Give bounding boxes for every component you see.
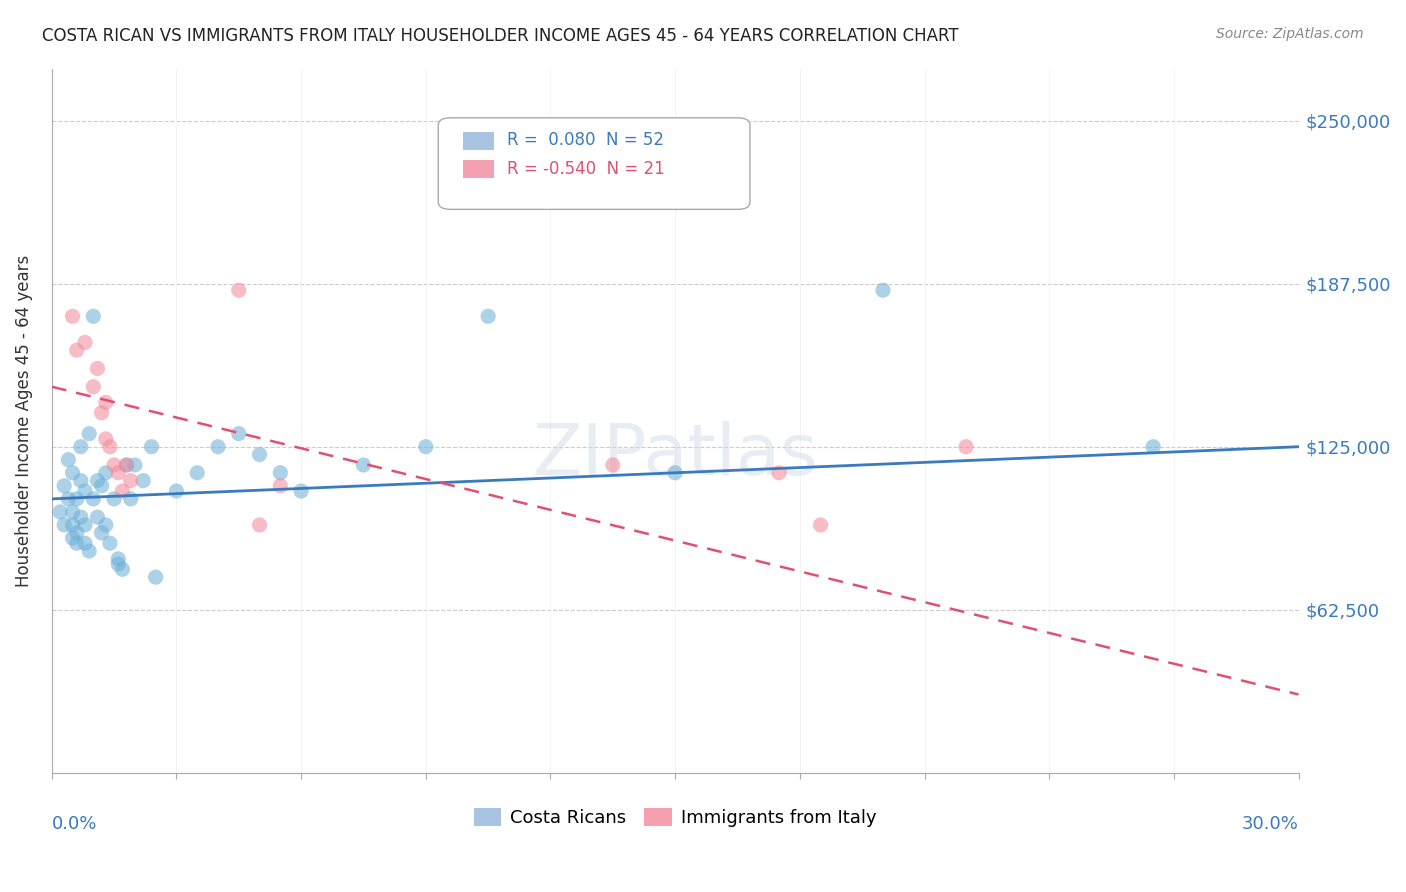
Point	[269, 466, 291, 480]
Point	[53, 518, 76, 533]
Point	[165, 484, 187, 499]
Point	[249, 518, 271, 533]
Point	[66, 525, 89, 540]
Point	[86, 510, 108, 524]
Point	[132, 474, 155, 488]
Point	[77, 426, 100, 441]
Point	[73, 335, 96, 350]
FancyBboxPatch shape	[439, 118, 749, 210]
Text: 0.0%: 0.0%	[52, 815, 97, 833]
Point	[141, 440, 163, 454]
Point	[353, 458, 375, 472]
Point	[86, 474, 108, 488]
Y-axis label: Householder Income Ages 45 - 64 years: Householder Income Ages 45 - 64 years	[15, 254, 32, 587]
Point	[120, 474, 142, 488]
Point	[62, 531, 84, 545]
Point	[77, 544, 100, 558]
Point	[94, 466, 117, 480]
Point	[111, 484, 134, 499]
Point	[66, 343, 89, 358]
Point	[62, 310, 84, 324]
Point	[82, 380, 104, 394]
Point	[111, 562, 134, 576]
Point	[69, 440, 91, 454]
Point	[90, 525, 112, 540]
Point	[62, 518, 84, 533]
Text: 30.0%: 30.0%	[1241, 815, 1299, 833]
Text: ZIPatlas: ZIPatlas	[533, 421, 818, 491]
Point	[207, 440, 229, 454]
Point	[1142, 440, 1164, 454]
Point	[82, 310, 104, 324]
Text: Source: ZipAtlas.com: Source: ZipAtlas.com	[1216, 27, 1364, 41]
Point	[186, 466, 208, 480]
Point	[86, 361, 108, 376]
Point	[94, 518, 117, 533]
Point	[107, 466, 129, 480]
Point	[602, 458, 624, 472]
Point	[58, 452, 80, 467]
Point	[73, 518, 96, 533]
Point	[120, 491, 142, 506]
Point	[69, 510, 91, 524]
Point	[69, 474, 91, 488]
Text: R =  0.080  N = 52: R = 0.080 N = 52	[506, 131, 664, 149]
Point	[53, 479, 76, 493]
Point	[872, 283, 894, 297]
Point	[124, 458, 146, 472]
Bar	[463, 160, 495, 178]
Point	[768, 466, 790, 480]
Point	[107, 557, 129, 571]
Point	[94, 432, 117, 446]
Text: COSTA RICAN VS IMMIGRANTS FROM ITALY HOUSEHOLDER INCOME AGES 45 - 64 YEARS CORRE: COSTA RICAN VS IMMIGRANTS FROM ITALY HOU…	[42, 27, 959, 45]
Point	[955, 440, 977, 454]
Point	[810, 518, 832, 533]
Point	[228, 283, 250, 297]
Point	[98, 440, 121, 454]
Point	[115, 458, 138, 472]
Point	[115, 458, 138, 472]
Point	[90, 406, 112, 420]
Point	[98, 536, 121, 550]
Point	[107, 552, 129, 566]
Point	[290, 484, 312, 499]
Point	[62, 505, 84, 519]
Point	[66, 491, 89, 506]
Point	[82, 491, 104, 506]
Point	[415, 440, 437, 454]
Point	[664, 466, 686, 480]
Text: R = -0.540  N = 21: R = -0.540 N = 21	[506, 160, 665, 178]
Point	[477, 310, 499, 324]
Bar	[463, 132, 495, 150]
Point	[73, 536, 96, 550]
Point	[73, 484, 96, 499]
Point	[62, 466, 84, 480]
Point	[66, 536, 89, 550]
Point	[249, 448, 271, 462]
Point	[58, 491, 80, 506]
Point	[94, 395, 117, 409]
Point	[269, 479, 291, 493]
Legend: Costa Ricans, Immigrants from Italy: Costa Ricans, Immigrants from Italy	[467, 800, 883, 834]
Point	[145, 570, 167, 584]
Point	[103, 458, 125, 472]
Point	[103, 491, 125, 506]
Point	[49, 505, 72, 519]
Point	[90, 479, 112, 493]
Point	[228, 426, 250, 441]
